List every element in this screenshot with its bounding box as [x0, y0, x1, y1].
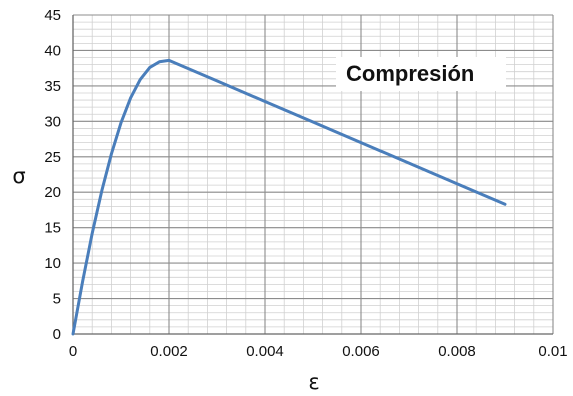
x-tick-label: 0.006	[342, 343, 380, 360]
y-tick-labels: 0 5 10 15 20 25 30 35 40 45	[44, 7, 61, 343]
y-tick-label: 0	[53, 326, 61, 343]
x-tick-label: 0.004	[246, 343, 284, 360]
x-tick-labels: 0 0.002 0.004 0.006 0.008 0.01	[69, 343, 568, 360]
y-tick-label: 30	[44, 113, 61, 130]
y-tick-label: 20	[44, 184, 61, 201]
y-tick-label: 40	[44, 42, 61, 59]
y-tick-label: 5	[53, 291, 61, 308]
x-tick-label: 0.008	[438, 343, 476, 360]
x-tick-label: 0	[69, 343, 77, 360]
annotation-label: Compresión	[346, 61, 474, 86]
y-tick-label: 35	[44, 78, 61, 95]
y-tick-label: 25	[44, 149, 61, 166]
axes	[72, 15, 553, 335]
series-layer	[71, 58, 507, 336]
y-tick-label: 15	[44, 220, 61, 237]
y-axis-label: σ	[12, 164, 25, 188]
x-tick-label: 0.002	[150, 343, 188, 360]
y-tick-label: 10	[44, 255, 61, 272]
x-axis-label: ε	[308, 370, 319, 394]
annotation-background	[336, 57, 506, 91]
x-tick-label: 0.01	[538, 343, 567, 360]
series-line	[71, 58, 507, 336]
y-tick-label: 45	[44, 7, 61, 24]
